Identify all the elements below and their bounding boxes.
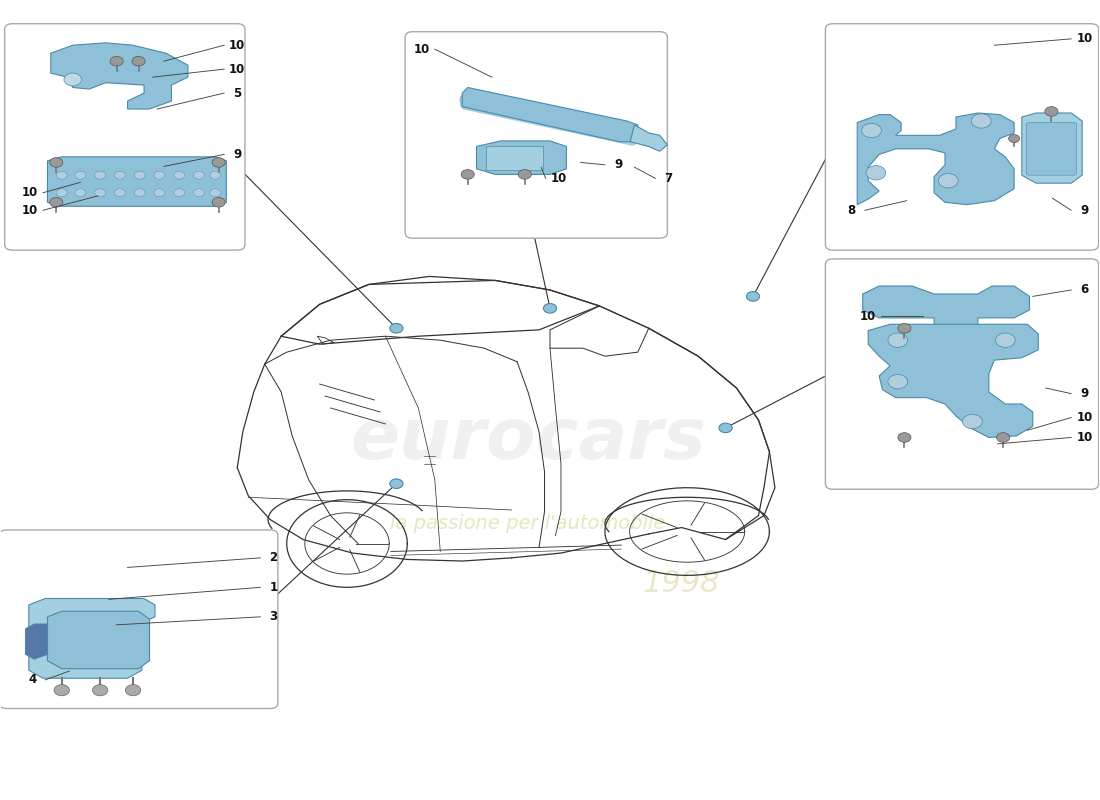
Text: 1998: 1998 [642,569,720,598]
FancyBboxPatch shape [4,24,245,250]
Text: 9: 9 [1080,204,1089,217]
Circle shape [898,433,911,442]
Circle shape [174,171,185,179]
Text: 2: 2 [270,551,277,564]
Text: 9: 9 [614,158,623,171]
Text: 3: 3 [270,610,277,623]
Circle shape [56,171,67,179]
Circle shape [747,291,760,301]
Text: 10: 10 [229,38,245,52]
Circle shape [518,170,531,179]
Circle shape [95,189,106,197]
Circle shape [212,158,226,167]
FancyBboxPatch shape [0,530,278,709]
Circle shape [389,323,403,333]
Text: la passione per l'automobile: la passione per l'automobile [390,514,666,533]
Circle shape [194,171,205,179]
Text: 10: 10 [551,172,566,185]
Circle shape [132,56,145,66]
Circle shape [174,189,185,197]
Text: 10: 10 [1076,411,1092,424]
Circle shape [54,685,69,696]
FancyBboxPatch shape [825,259,1099,490]
Circle shape [194,189,205,197]
Text: 9: 9 [1080,387,1089,400]
Circle shape [210,171,221,179]
FancyBboxPatch shape [486,146,543,170]
Polygon shape [47,157,227,206]
Circle shape [861,123,881,138]
Circle shape [389,479,403,489]
FancyBboxPatch shape [825,24,1099,250]
Circle shape [971,114,991,128]
Circle shape [210,189,221,197]
Polygon shape [29,598,155,678]
Text: 1: 1 [270,581,277,594]
Polygon shape [462,87,638,142]
Polygon shape [51,43,188,109]
Text: 6: 6 [1080,283,1089,297]
Text: eurocars: eurocars [350,406,706,474]
Circle shape [50,198,63,207]
Circle shape [75,189,86,197]
Circle shape [64,73,81,86]
Polygon shape [1022,113,1082,183]
Text: 4: 4 [28,674,36,686]
Circle shape [962,414,982,429]
Circle shape [888,374,907,389]
Text: 10: 10 [229,62,245,76]
Circle shape [938,174,958,188]
Text: 10: 10 [1076,32,1092,46]
Circle shape [888,333,907,347]
Polygon shape [868,324,1038,438]
Text: 8: 8 [848,204,856,217]
Circle shape [461,170,474,179]
Circle shape [114,171,125,179]
Polygon shape [25,624,47,659]
Circle shape [212,198,226,207]
Polygon shape [47,611,150,669]
Text: 10: 10 [22,186,38,199]
Text: 9: 9 [233,148,241,161]
FancyBboxPatch shape [405,32,668,238]
Polygon shape [630,125,668,151]
Circle shape [134,189,145,197]
Circle shape [866,166,886,180]
Circle shape [996,333,1015,347]
Circle shape [114,189,125,197]
Polygon shape [862,286,1030,328]
Text: 10: 10 [1076,431,1092,444]
Circle shape [75,171,86,179]
Polygon shape [857,113,1014,205]
Circle shape [543,303,557,313]
Text: 10: 10 [22,204,38,217]
Circle shape [95,171,106,179]
Text: 5: 5 [233,86,241,99]
Circle shape [997,433,1010,442]
Circle shape [1009,134,1020,142]
Text: 10: 10 [414,42,430,56]
Circle shape [134,171,145,179]
Circle shape [154,171,165,179]
Circle shape [92,685,108,696]
Circle shape [1045,106,1058,116]
Polygon shape [476,141,566,174]
Text: 10: 10 [860,310,877,322]
Circle shape [898,323,911,333]
FancyBboxPatch shape [1026,122,1077,175]
Circle shape [719,423,733,433]
Circle shape [110,56,123,66]
Circle shape [56,189,67,197]
Circle shape [154,189,165,197]
Text: 7: 7 [664,172,672,185]
Circle shape [125,685,141,696]
Circle shape [50,158,63,167]
